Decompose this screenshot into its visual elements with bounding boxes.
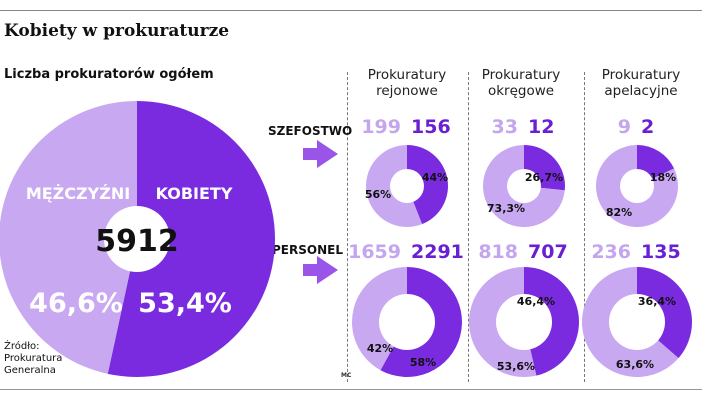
pie-slice-men — [0, 101, 137, 374]
data-label-men: 56% — [365, 188, 391, 201]
column-header-okregowe: Prokuratury okręgowe — [481, 67, 561, 99]
donut-hole — [379, 294, 435, 350]
source-note: Źródło: Prokuratura Generalna — [4, 341, 63, 376]
total-label: 5912 — [95, 224, 179, 259]
data-label-women: 26,7% — [525, 171, 563, 184]
column-header-apelacyjne: Prokuratury apelacyjne — [601, 67, 681, 99]
donut-hole — [609, 294, 665, 350]
arrow-icon — [303, 140, 338, 168]
data-label-men: 82% — [606, 206, 632, 219]
count-women: 156 — [411, 116, 451, 138]
donut-hole — [390, 169, 424, 203]
data-label-women: 53,4% — [138, 288, 232, 319]
donut-hole — [507, 169, 541, 203]
count-women: 12 — [528, 116, 554, 138]
page-title: Kobiety w prokuraturze — [4, 21, 230, 41]
arrow-icon — [303, 256, 338, 284]
count-women: 2291 — [411, 241, 464, 263]
separator — [347, 72, 348, 382]
legend-label-men: MĘŻCZYŹNI — [26, 184, 130, 203]
donut-hole — [620, 169, 654, 203]
data-label-women: 58% — [410, 356, 436, 369]
bottom-rule — [0, 389, 702, 390]
count-men: 1659 — [348, 241, 401, 263]
row-label-szefostwo: SZEFOSTWO — [268, 124, 353, 138]
count-men: 818 — [478, 241, 518, 263]
row-label-personel: PERSONEL — [272, 243, 343, 257]
data-label-women: 36,4% — [638, 295, 676, 308]
separator — [584, 72, 585, 382]
pie-center — [104, 206, 170, 272]
column-header-rejonowe: Prokuratury rejonowe — [367, 67, 447, 99]
count-men: 9 — [618, 116, 631, 138]
donut-slice-women — [637, 267, 692, 359]
data-label-women: 44% — [422, 171, 448, 184]
count-men: 33 — [492, 116, 518, 138]
data-label-men: 46,6% — [29, 288, 123, 319]
donut-hole — [496, 294, 552, 350]
count-men: 236 — [591, 241, 631, 263]
count-women: 2 — [641, 116, 654, 138]
subtitle: Liczba prokuratorów ogółem — [4, 67, 214, 82]
data-label-women: 18% — [650, 171, 676, 184]
count-women: 135 — [641, 241, 681, 263]
data-label-men: 63,6% — [616, 358, 654, 371]
donut-slice-women — [407, 145, 448, 225]
credit: MC — [341, 372, 352, 379]
top-rule — [0, 10, 702, 11]
pie-slice-women — [107, 101, 275, 377]
data-label-men: 53,6% — [497, 360, 535, 373]
data-label-women: 46,4% — [517, 295, 555, 308]
data-label-men: 73,3% — [487, 202, 525, 215]
separator — [468, 72, 469, 382]
legend-label-women: KOBIETY — [156, 184, 233, 203]
data-label-men: 42% — [367, 342, 393, 355]
count-men: 199 — [361, 116, 401, 138]
count-women: 707 — [528, 241, 568, 263]
